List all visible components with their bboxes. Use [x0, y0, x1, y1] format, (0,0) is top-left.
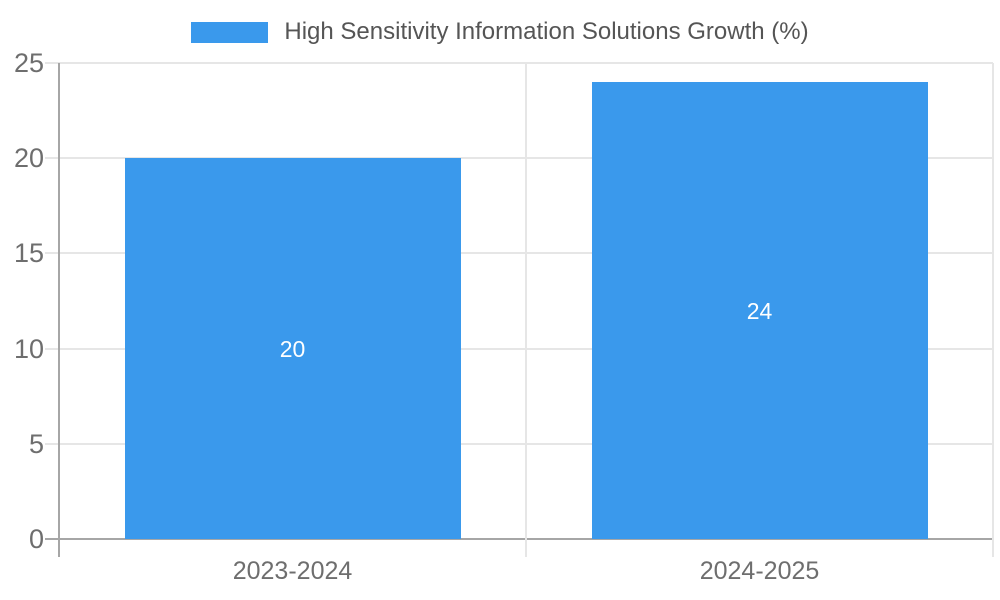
- legend-label: High Sensitivity Information Solutions G…: [284, 18, 809, 45]
- gridline: [45, 347, 993, 350]
- y-tick-label: 0: [28, 524, 44, 554]
- gridline: [45, 252, 993, 255]
- gridline: [45, 157, 993, 160]
- x-axis-line: [45, 538, 993, 540]
- y-tick-label: 15: [13, 238, 44, 269]
- y-tick-label: 10: [13, 333, 44, 364]
- bar-2024-2025[interactable]: [592, 82, 928, 539]
- x-tick-label: 2024-2025: [699, 557, 820, 585]
- bar-value-label: 20: [279, 335, 306, 362]
- chart-legend: High Sensitivity Information Solutions G…: [0, 17, 1000, 47]
- y-tick-label: 5: [28, 428, 44, 459]
- plot-area: [45, 62, 994, 557]
- gridline: [45, 442, 993, 445]
- legend-item[interactable]: High Sensitivity Information Solutions G…: [191, 17, 809, 47]
- gridline: [45, 62, 993, 64]
- v-gridline: [525, 63, 527, 557]
- y-axis-line: [58, 63, 60, 557]
- y-tick-label: 25: [13, 48, 44, 78]
- bar-2023-2024[interactable]: [125, 158, 461, 539]
- v-gridline: [992, 63, 994, 557]
- y-tick-label: 20: [13, 143, 44, 174]
- legend-swatch: [191, 21, 269, 43]
- x-tick-label: 2023-2024: [232, 557, 353, 585]
- bar-value-label: 24: [746, 297, 773, 324]
